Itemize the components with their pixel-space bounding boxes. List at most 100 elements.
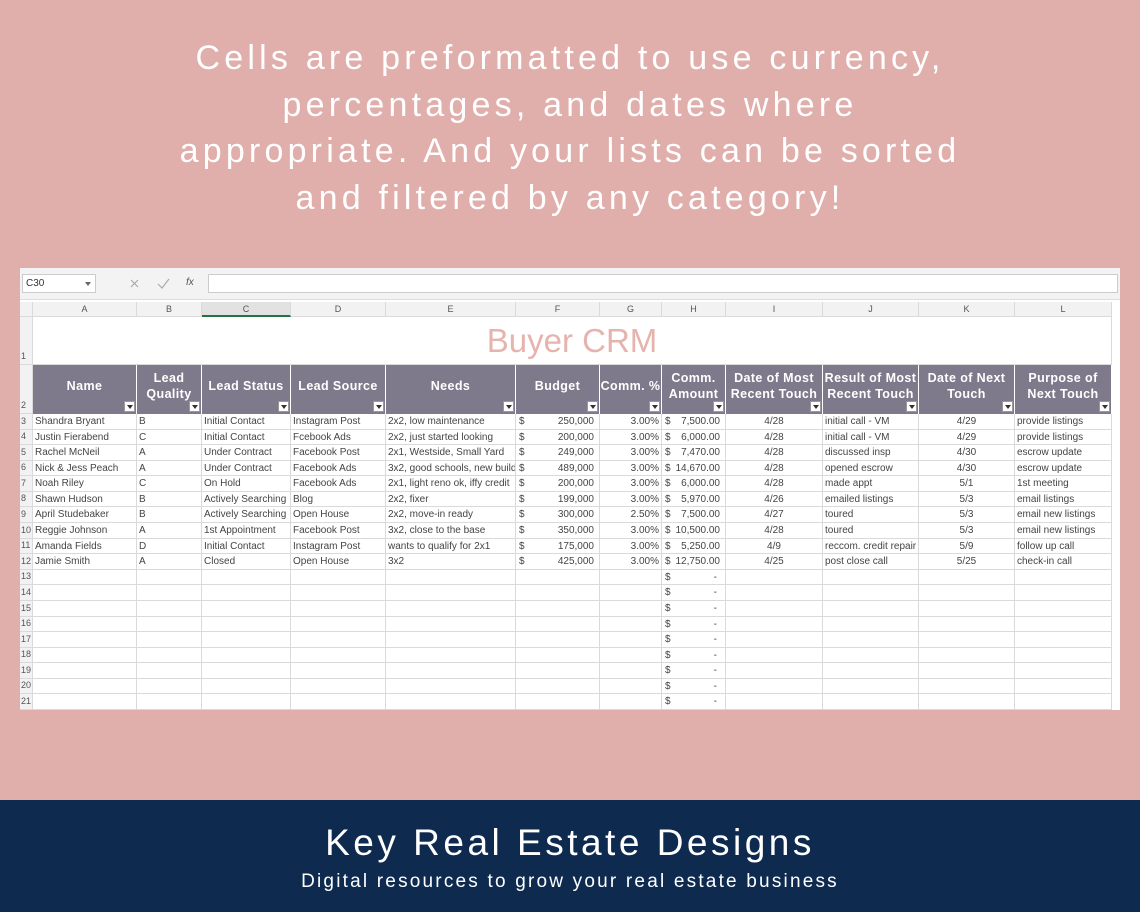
column-header[interactable]: A [33, 302, 137, 317]
cell[interactable]: Open House [291, 507, 386, 524]
cell[interactable]: $300,000 [516, 507, 600, 524]
cell[interactable]: $6,000.00 [662, 429, 726, 446]
cell[interactable]: 4/28 [726, 429, 823, 446]
cell[interactable]: 3.00% [600, 554, 662, 570]
cell[interactable] [33, 647, 137, 664]
filter-button[interactable] [373, 401, 384, 412]
row-number[interactable]: 13 [20, 569, 33, 586]
cell[interactable]: escrow update [1015, 460, 1112, 477]
cell[interactable] [1015, 694, 1112, 711]
cell[interactable] [137, 585, 202, 601]
row-number[interactable]: 9 [20, 507, 33, 524]
cell[interactable]: email new listings [1015, 523, 1112, 539]
cell[interactable] [202, 616, 291, 633]
cell[interactable]: C [137, 429, 202, 446]
cell[interactable] [919, 585, 1015, 601]
cell[interactable]: initial call - VM [823, 414, 919, 430]
cell[interactable] [823, 647, 919, 664]
cell[interactable]: Closed [202, 554, 291, 570]
cell[interactable]: $5,970.00 [662, 491, 726, 508]
cell[interactable] [823, 569, 919, 586]
column-header[interactable]: E [386, 302, 516, 317]
cell[interactable] [516, 678, 600, 695]
cell[interactable] [1015, 678, 1112, 695]
cell[interactable]: 4/28 [726, 414, 823, 430]
cell[interactable] [137, 632, 202, 648]
cell[interactable] [291, 600, 386, 617]
cell[interactable] [202, 632, 291, 648]
cell[interactable]: April Studebaker [33, 507, 137, 524]
cell[interactable] [726, 663, 823, 679]
cell[interactable] [386, 694, 516, 711]
cell[interactable]: 3.00% [600, 414, 662, 430]
cell[interactable]: 2x1, light reno ok, iffy credit [386, 476, 516, 492]
cell[interactable] [726, 600, 823, 617]
cell[interactable] [726, 647, 823, 664]
cell[interactable]: reccom. credit repair [823, 538, 919, 555]
cell[interactable]: post close call [823, 554, 919, 570]
filter-button[interactable] [713, 401, 724, 412]
cell[interactable]: $199,000 [516, 491, 600, 508]
cell[interactable] [726, 632, 823, 648]
cell[interactable]: Shandra Bryant [33, 414, 137, 430]
cell[interactable]: $ - [662, 678, 726, 695]
filter-button[interactable] [503, 401, 514, 412]
cell[interactable] [291, 632, 386, 648]
cell[interactable] [33, 616, 137, 633]
cell[interactable]: $350,000 [516, 523, 600, 539]
cell[interactable] [291, 616, 386, 633]
cell[interactable] [823, 585, 919, 601]
cell[interactable]: 4/28 [726, 445, 823, 461]
cell[interactable] [386, 678, 516, 695]
cell[interactable] [33, 600, 137, 617]
cell[interactable]: A [137, 460, 202, 477]
cell[interactable]: Actively Searching [202, 491, 291, 508]
cell[interactable]: 5/1 [919, 476, 1015, 492]
cell[interactable] [919, 647, 1015, 664]
cell[interactable]: $ - [662, 647, 726, 664]
cell[interactable]: Justin Fierabend [33, 429, 137, 446]
column-header[interactable]: D [291, 302, 386, 317]
cell[interactable] [386, 600, 516, 617]
cell[interactable]: wants to qualify for 2x1 [386, 538, 516, 555]
cell[interactable] [386, 616, 516, 633]
column-header[interactable]: K [919, 302, 1015, 317]
cell[interactable] [137, 616, 202, 633]
cell[interactable]: On Hold [202, 476, 291, 492]
cell[interactable] [919, 678, 1015, 695]
cell[interactable] [919, 569, 1015, 586]
row-number[interactable]: 3 [20, 414, 33, 430]
cell[interactable]: 2x2, fixer [386, 491, 516, 508]
cell[interactable]: 5/25 [919, 554, 1015, 570]
cell[interactable]: Blog [291, 491, 386, 508]
cell[interactable] [726, 678, 823, 695]
cell[interactable]: toured [823, 507, 919, 524]
cell[interactable]: $ - [662, 600, 726, 617]
row-number[interactable]: 17 [20, 632, 33, 648]
row-number[interactable]: 4 [20, 429, 33, 446]
cell[interactable]: escrow update [1015, 445, 1112, 461]
cell[interactable] [137, 647, 202, 664]
cell[interactable]: $5,250.00 [662, 538, 726, 555]
cell[interactable] [919, 694, 1015, 711]
cell[interactable]: $200,000 [516, 476, 600, 492]
cell[interactable]: Actively Searching [202, 507, 291, 524]
cell[interactable]: made appt [823, 476, 919, 492]
formula-input[interactable] [208, 274, 1118, 293]
cell[interactable] [516, 647, 600, 664]
cell[interactable] [33, 632, 137, 648]
cell[interactable]: 4/29 [919, 414, 1015, 430]
cell[interactable] [137, 694, 202, 711]
cell[interactable] [600, 632, 662, 648]
column-header[interactable]: B [137, 302, 202, 317]
cell[interactable] [33, 663, 137, 679]
cell[interactable] [137, 600, 202, 617]
cell[interactable]: $ - [662, 569, 726, 586]
row-number[interactable]: 15 [20, 600, 33, 617]
cell[interactable]: $175,000 [516, 538, 600, 555]
cell[interactable] [1015, 632, 1112, 648]
cell[interactable]: 3.00% [600, 429, 662, 446]
cell[interactable] [291, 678, 386, 695]
cell[interactable] [600, 678, 662, 695]
cell[interactable]: $250,000 [516, 414, 600, 430]
